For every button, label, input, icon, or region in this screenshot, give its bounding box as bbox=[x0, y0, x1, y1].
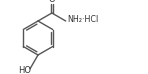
Text: O: O bbox=[49, 0, 55, 3]
Text: NH₂·HCl: NH₂·HCl bbox=[68, 15, 99, 24]
Text: HO: HO bbox=[18, 66, 32, 74]
